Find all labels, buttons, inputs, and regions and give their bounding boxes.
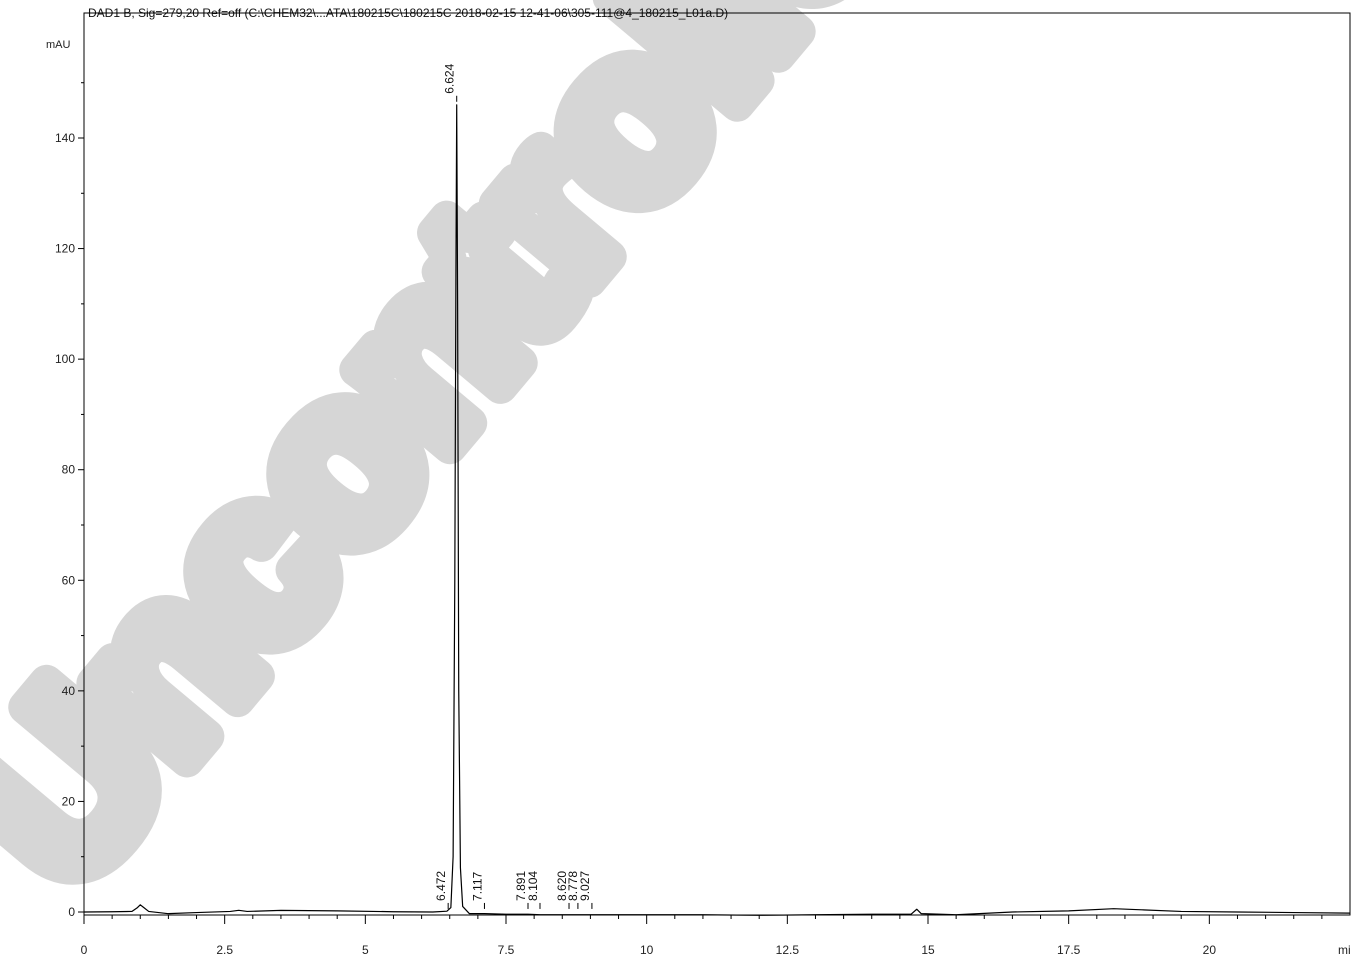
peak-label: 6.472 <box>434 871 448 901</box>
x-axis-ticks: 0 2.5 5 7.5 10 12.5 15 17.5 20 <box>81 915 1323 957</box>
x-tick-label: 15 <box>921 943 935 957</box>
x-tick-label: 5 <box>362 943 369 957</box>
series-layer <box>83 104 1351 916</box>
y-tick-label: 40 <box>62 684 76 698</box>
y-tick-label: 20 <box>62 794 76 808</box>
peak-label: 6.624 <box>443 63 457 93</box>
watermark-text: Uncontrolled <box>0 0 1036 948</box>
y-tick-label: 0 <box>68 905 75 919</box>
x-tick-label: 17.5 <box>1057 943 1081 957</box>
x-tick-label: 0 <box>81 943 88 957</box>
peak-label: 7.891 <box>514 871 528 901</box>
peak-label: 8.778 <box>566 871 580 901</box>
x-tick-label: 2.5 <box>216 943 233 957</box>
peak-label: 7.117 <box>470 871 484 900</box>
y-axis-label: mAU <box>46 39 71 51</box>
chromatogram-trace <box>83 104 1351 916</box>
x-axis-label: mi <box>1338 943 1351 957</box>
y-tick-label: 60 <box>62 573 76 587</box>
y-tick-label: 80 <box>62 463 76 477</box>
peak-label: 9.027 <box>578 871 592 901</box>
x-tick-label: 7.5 <box>498 943 515 957</box>
watermark-layer: Uncontrolled <box>0 0 1036 948</box>
peak-label: 8.104 <box>526 871 540 901</box>
peak-label: 8.620 <box>555 871 569 901</box>
x-tick-label: 20 <box>1203 943 1217 957</box>
y-axis-ticks: 0 20 40 60 80 100 120 140 <box>55 82 84 919</box>
x-tick-label: 12.5 <box>776 943 800 957</box>
y-tick-label: 120 <box>55 242 75 256</box>
y-tick-label: 140 <box>55 131 75 145</box>
y-tick-label: 100 <box>55 352 75 366</box>
x-tick-label: 10 <box>640 943 654 957</box>
